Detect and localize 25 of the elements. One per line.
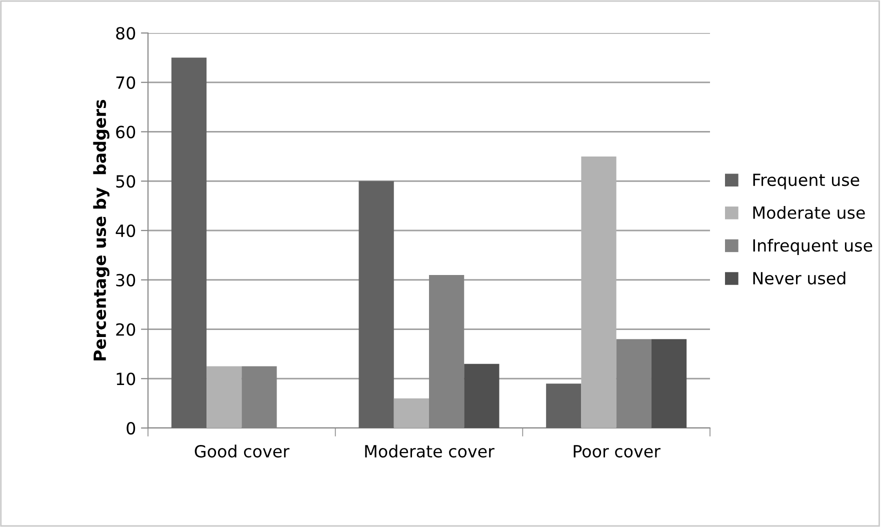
bar: [546, 384, 582, 428]
legend-label: Infrequent use: [753, 238, 872, 255]
y-tick-label: 20: [116, 323, 136, 336]
x-tick-label: Good cover: [194, 444, 290, 458]
y-tick-label: 50: [116, 175, 136, 188]
y-tick-label: 30: [116, 274, 136, 286]
bar: [206, 366, 242, 428]
legend-label: Never used: [753, 272, 846, 285]
bar: [171, 58, 207, 428]
y-tick-label: 70: [116, 76, 136, 89]
x-tick-label: Moderate cover: [365, 444, 494, 458]
y-tick-label: 10: [116, 372, 136, 386]
y-tick-label: 40: [116, 224, 136, 238]
bar: [394, 398, 429, 428]
y-axis-title: Percentage use by badgers: [93, 100, 110, 360]
legend-label: Moderate use: [753, 206, 865, 219]
legend-label: Frequent use: [753, 174, 860, 190]
y-tick-label: 60: [116, 126, 136, 138]
bar: [358, 181, 394, 428]
y-tick-label: 0: [126, 422, 136, 435]
bar: [464, 364, 500, 428]
x-tick-label: Poor cover: [574, 445, 660, 458]
bar: [581, 156, 616, 428]
y-tick-label: 80: [116, 26, 136, 40]
bar: [651, 339, 687, 428]
